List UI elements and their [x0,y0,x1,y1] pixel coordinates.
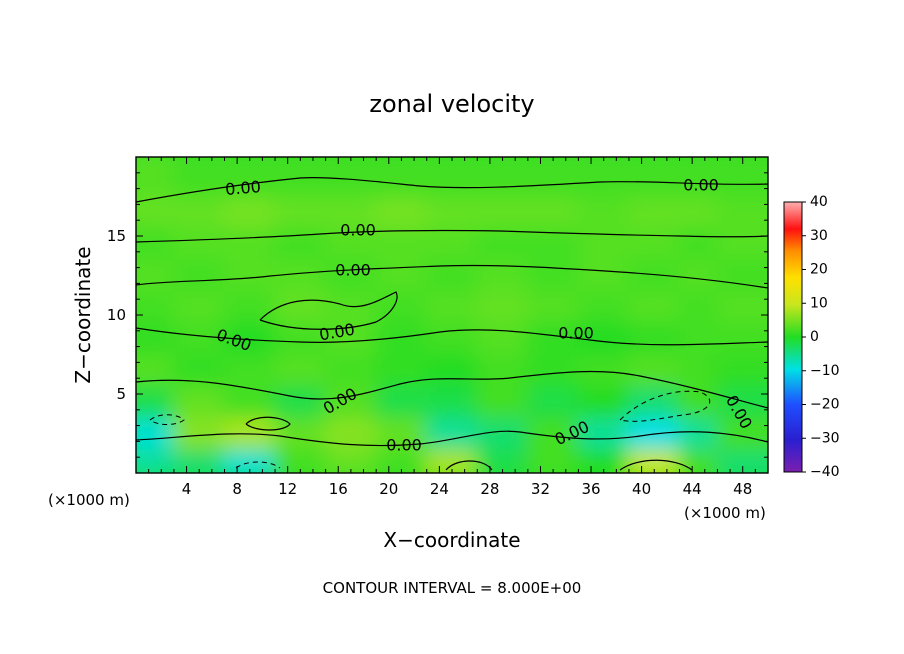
velocity-field [136,157,768,473]
y-axis-label: Z−coordinate [71,246,95,383]
contour-label: 0.00 [386,436,422,455]
colorbar-tick-label: −20 [810,397,840,413]
contour-line [136,430,768,447]
negative-contours [149,390,711,469]
contour-line [136,229,768,243]
x-tick-label: 20 [379,480,398,498]
x-tick-label: 12 [278,480,297,498]
chart-title: zonal velocity [369,90,534,118]
x-unit-label-right: (×1000 m) [684,504,766,522]
x-tick-label: 24 [430,480,449,498]
colorbar-tick-label: −40 [810,464,840,480]
contour-labels: 0.000.000.000.00 0.00 0.000.000.00 0.000.00… [214,176,756,455]
x-tick-label: 36 [581,480,600,498]
colorbar-tick-label: 20 [810,262,828,278]
x-tick-label: 8 [232,480,242,498]
x-tick-label: 28 [480,480,499,498]
colorbar-tick-label: 10 [810,295,828,311]
x-tick-label: 48 [733,480,752,498]
x-tick-label: 44 [683,480,702,498]
negative-contour-line [619,390,711,422]
x-tick-label: 32 [531,480,550,498]
colorbar-tick-label: 30 [810,228,828,244]
contour-label: 0.00 [340,221,376,240]
x-unit-label-left: (×1000 m) [48,491,130,509]
contour-line [136,264,768,289]
contour-line [619,459,693,471]
contour-line [136,177,768,203]
plot-area: 0.000.000.000.00 0.00 0.000.000.00 0.000.00… [136,157,768,473]
colorbar-ticks: 40 30 20 10 0 −10 −20 −30 −40 [802,194,840,480]
contour-label: 0.00 [335,261,371,280]
plot-frame [135,156,769,474]
contour-lines [136,177,768,471]
negative-contour-line [149,414,185,425]
contour-line [259,291,398,330]
colorbar-gradient [783,201,803,473]
contour-label: 0.00 [224,177,261,199]
colorbar-tick-label: −30 [810,430,840,446]
y-tick-label: 5 [116,385,126,403]
x-tick-label: 4 [182,480,192,498]
x-tick-label: 16 [329,480,348,498]
y-tick-label: 10 [107,306,126,324]
contour-line [245,416,291,431]
contour-line [136,327,768,346]
negative-contour-line [235,461,281,469]
y-tick-label: 15 [107,227,126,245]
colorbar-tick-label: 40 [810,194,828,210]
contour-label: 0.00 [683,176,719,195]
colorbar-tick-label: −10 [810,363,840,379]
x-tick-label: 40 [632,480,651,498]
contour-line [136,370,768,409]
contour-interval-note: CONTOUR INTERVAL = 8.000E+00 [323,579,582,597]
field-cell [716,157,768,197]
colorbar-tick-label: 0 [810,329,819,345]
contour-label: 0.00 [558,324,594,343]
colorbar: 40 30 20 10 0 −10 −20 −30 −40 [783,194,840,480]
contour-line [445,460,493,471]
x-axis-label: X−coordinate [383,528,520,552]
